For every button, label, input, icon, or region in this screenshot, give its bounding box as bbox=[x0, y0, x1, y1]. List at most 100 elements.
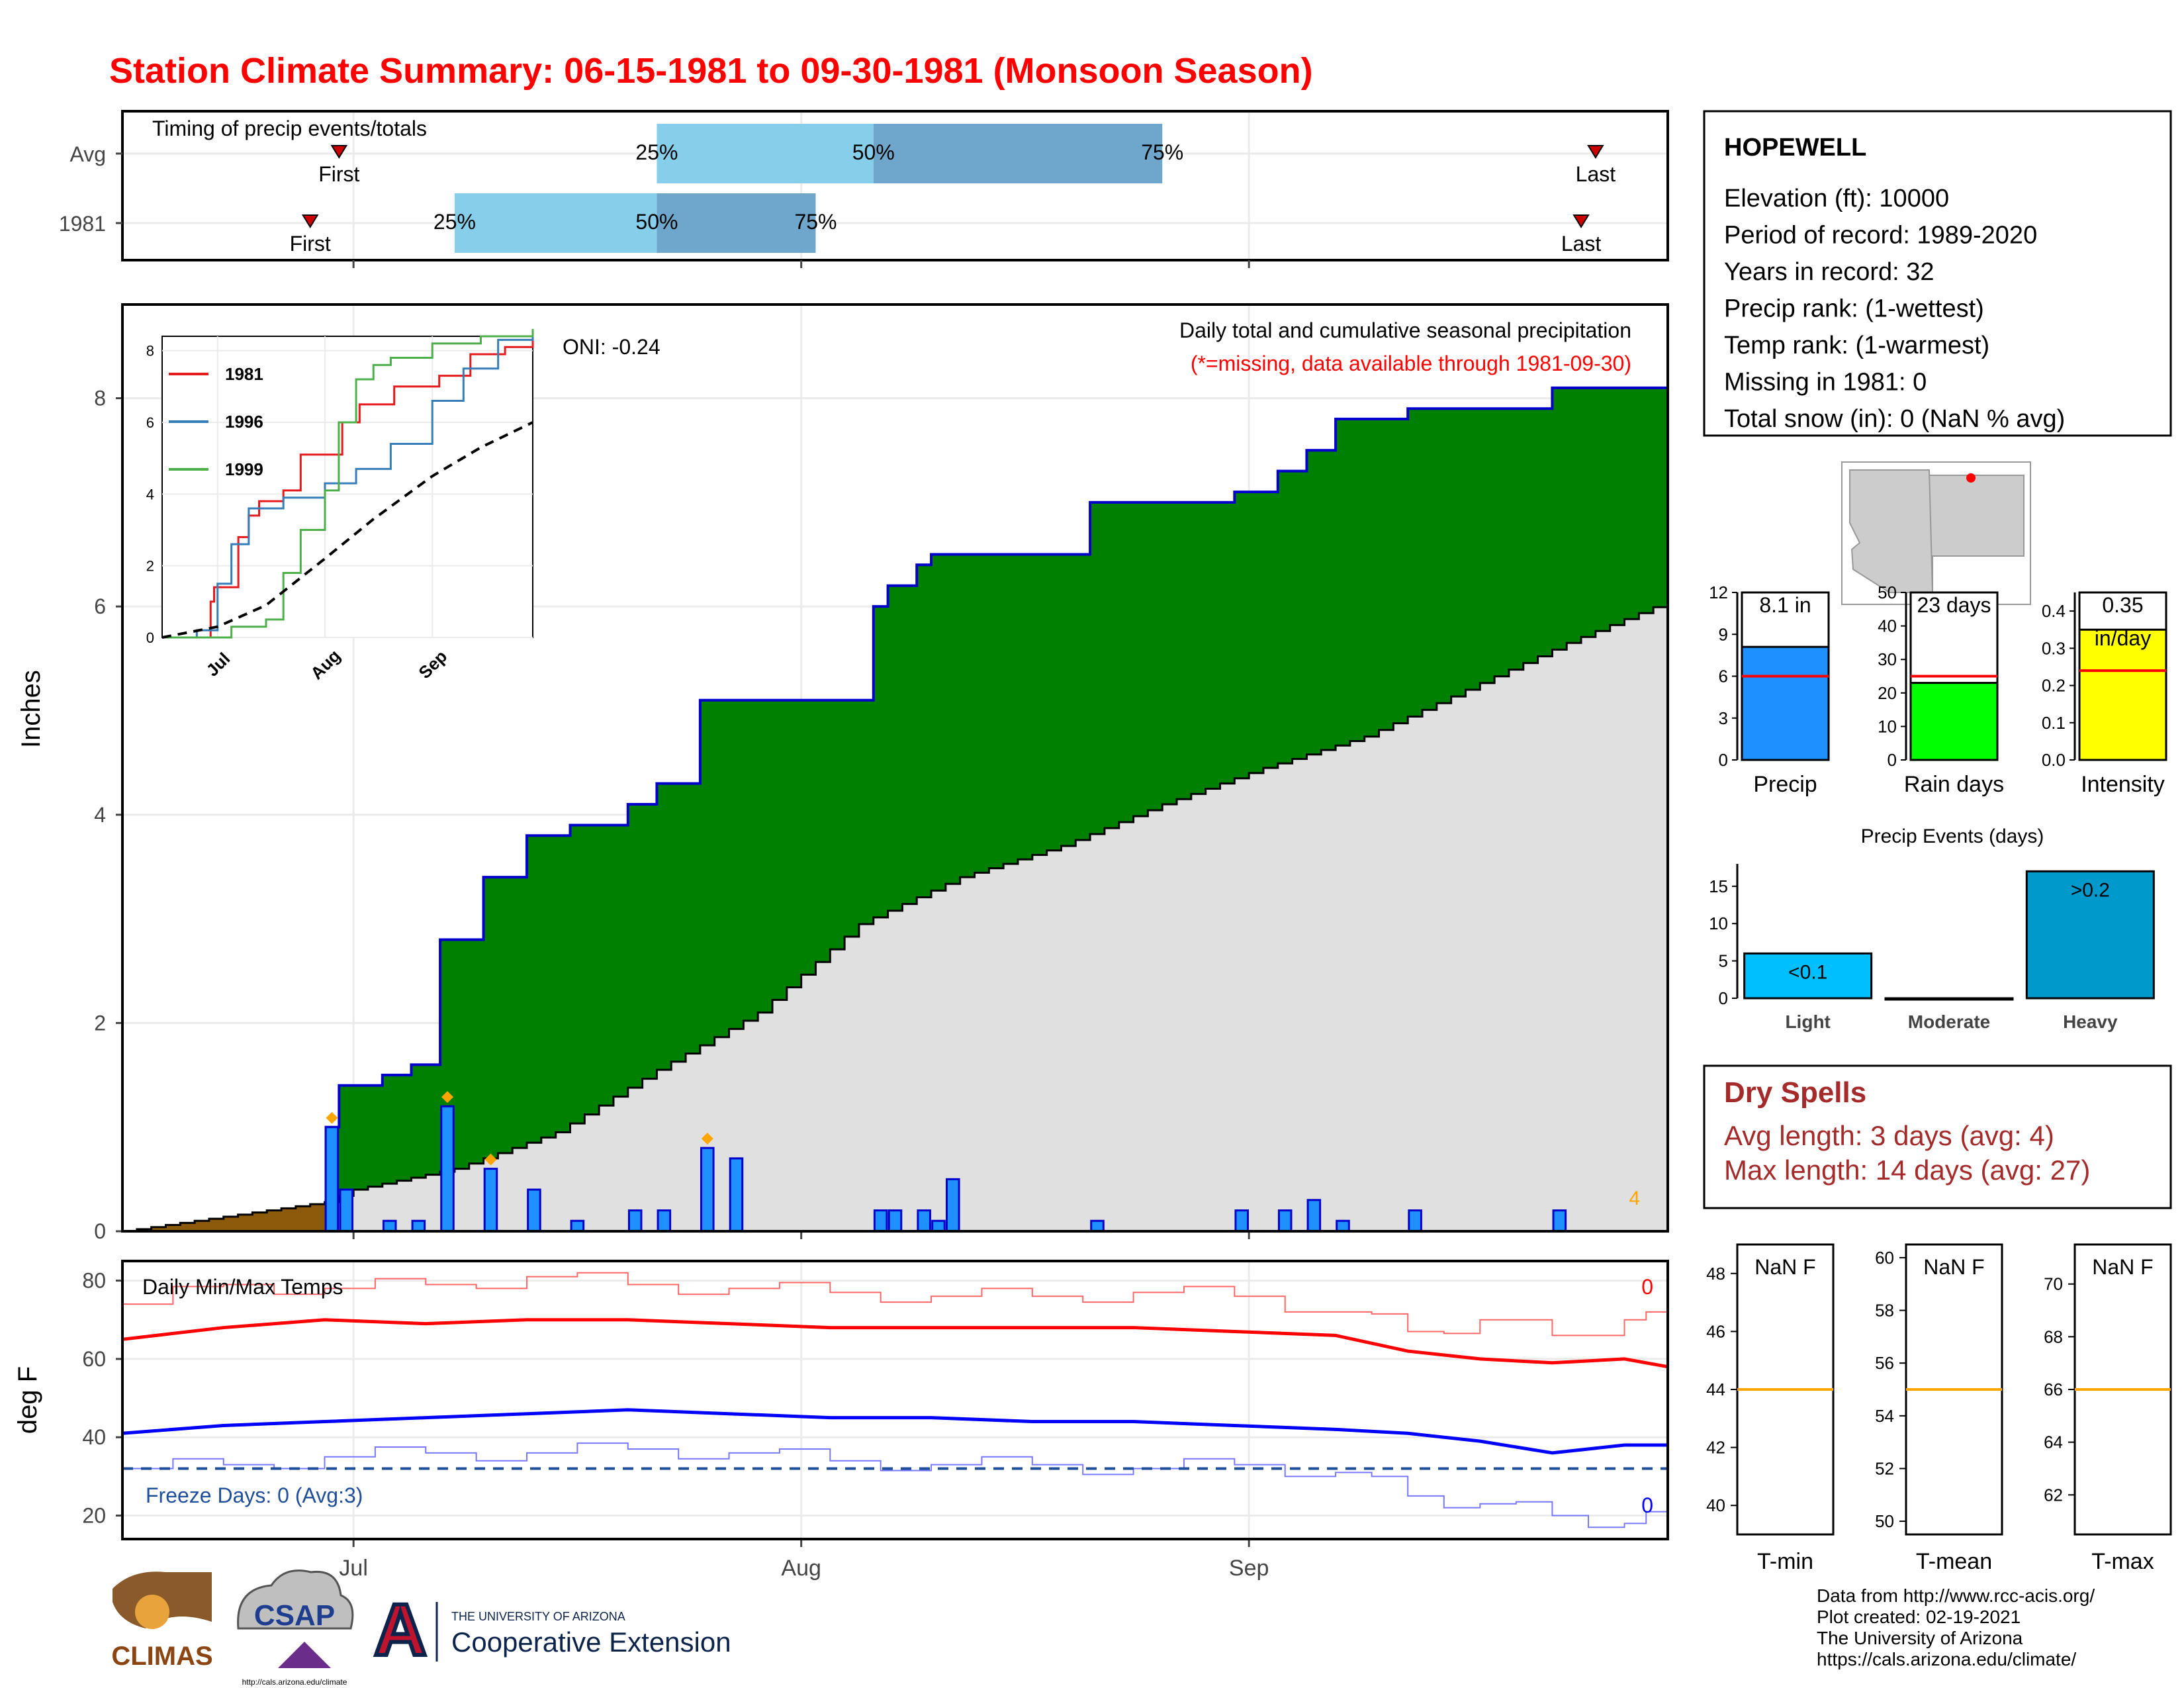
dry-spells-box: Dry Spells Avg length: 3 days (avg: 4) M… bbox=[1703, 1064, 2172, 1209]
mini-bar-tick-label: 9 bbox=[1719, 624, 1728, 644]
coop-ext-line2: Cooperative Extension bbox=[451, 1626, 731, 1658]
station-info-box: HOPEWELL Elevation (ft): 10000 Period of … bbox=[1703, 110, 2172, 437]
heavy-precip-marker bbox=[326, 1111, 338, 1124]
inset-y-tick-label: 0 bbox=[146, 630, 154, 646]
events-bar-heavy bbox=[2025, 870, 2155, 1000]
tmax-count: 0 bbox=[1641, 1275, 1653, 1299]
mini-bar-tick-label: 3 bbox=[1719, 708, 1728, 728]
heavy-precip-marker bbox=[484, 1153, 497, 1166]
events-tick-label: 15 bbox=[1709, 876, 1728, 896]
temps-label: Daily Min/Max Temps bbox=[142, 1275, 343, 1299]
daily-precip-bar bbox=[339, 1188, 354, 1233]
summary-bar-charts: 0 3 6 9 12 8.1 in Precip 0 10 20 30 40 50 23 days Rain… bbox=[1709, 583, 2167, 797]
inset-y-tick-label: 8 bbox=[146, 343, 154, 359]
quartile-label: 50% bbox=[852, 140, 895, 164]
climas-logo-sun bbox=[135, 1595, 169, 1629]
temp-gauge-tick-label: 42 bbox=[1706, 1438, 1725, 1458]
daily-precip-bar bbox=[917, 1209, 931, 1233]
csap-logo-url: http://cals.arizona.edu/climate bbox=[242, 1677, 347, 1687]
temp-gauge-tick-label: 68 bbox=[2044, 1327, 2063, 1346]
heavy-precip-marker bbox=[441, 1091, 454, 1103]
quartile-label: 25% bbox=[433, 210, 476, 234]
station-info-line: Total snow (in): 0 (NaN % avg) bbox=[1724, 405, 2065, 433]
inset-y-tick-label: 2 bbox=[146, 558, 154, 575]
events-tick-label: 10 bbox=[1709, 914, 1728, 933]
quartile-label: 50% bbox=[635, 210, 678, 234]
mini-bar-tick-label: 30 bbox=[1878, 649, 1897, 669]
first-event-marker bbox=[330, 145, 348, 159]
csap-logo-text: CSAP bbox=[254, 1599, 335, 1632]
precip-y-axis-label: Inches bbox=[17, 670, 46, 748]
station-info-line: Period of record: 1989-2020 bbox=[1724, 222, 2037, 250]
cumulative-precip-area bbox=[324, 387, 1668, 1202]
mini-bar-tick-label: 12 bbox=[1709, 583, 1728, 602]
mini-bar-tick-label: 10 bbox=[1878, 716, 1897, 736]
daily-precip-bar bbox=[1234, 1209, 1250, 1233]
daily-precip-bar bbox=[440, 1105, 455, 1233]
precip-y-tick-label: 4 bbox=[94, 803, 106, 827]
mini-bar-name: Rain days bbox=[1904, 772, 2004, 797]
coop-ext-line1: THE UNIVERSITY OF ARIZONA bbox=[451, 1610, 625, 1623]
daily-precip-bar bbox=[887, 1209, 903, 1233]
temp-gauge-value-label: NaN F bbox=[1923, 1255, 1984, 1279]
temp-gauge-tick-label: 50 bbox=[1875, 1511, 1894, 1531]
station-info-line: Elevation (ft): 10000 bbox=[1724, 185, 1949, 212]
dry-spells-avg: Avg length: 3 days (avg: 4) bbox=[1724, 1120, 2054, 1151]
mini-bar-tick-label: 20 bbox=[1878, 683, 1897, 703]
last-event-marker bbox=[1572, 214, 1590, 228]
temp-gauge-tick-label: 46 bbox=[1706, 1321, 1725, 1341]
temp-gauge-tick-label: 56 bbox=[1875, 1353, 1894, 1373]
footer-credit-line: The University of Arizona bbox=[1817, 1628, 2023, 1648]
events-category-label: Heavy bbox=[2063, 1011, 2118, 1032]
events-bar-label: >0.2 bbox=[2071, 879, 2110, 901]
daily-precip-bar bbox=[700, 1147, 715, 1233]
precip-events-chart: Precip Events (days) 0 5 10 15 <0.1 Light Mode… bbox=[1709, 825, 2155, 1032]
temp-gauge-tick-label: 40 bbox=[1706, 1495, 1725, 1515]
daily-precip-bar bbox=[570, 1219, 585, 1233]
quartile-label: 75% bbox=[1141, 140, 1183, 164]
temp-gauge-tick-label: 64 bbox=[2044, 1432, 2063, 1452]
month-tick-label: Jul bbox=[339, 1556, 367, 1581]
quartile-bar-50-75 bbox=[657, 193, 816, 253]
station-info-frame bbox=[1703, 110, 2172, 437]
temp-gauge-tick-label: 66 bbox=[2044, 1380, 2063, 1399]
mini-bar-0 bbox=[1741, 645, 1830, 761]
events-category-label: Light bbox=[1785, 1011, 1830, 1032]
timing-row-label: 1981 bbox=[59, 212, 106, 236]
last-event-marker bbox=[1587, 145, 1604, 159]
daily-precip-bar bbox=[729, 1157, 744, 1233]
station-name: HOPEWELL bbox=[1724, 134, 1866, 162]
daily-precip-bar bbox=[1408, 1209, 1422, 1233]
temp-gauge-tick-label: 48 bbox=[1706, 1264, 1725, 1284]
temp-gauge-tick-label: 52 bbox=[1875, 1458, 1894, 1478]
footer-credit-line: https://cals.arizona.edu/climate/ bbox=[1817, 1649, 2076, 1669]
temp-line-tmax_avg bbox=[122, 1318, 1668, 1369]
daily-precip-bar bbox=[946, 1178, 960, 1233]
tmin-count: 0 bbox=[1641, 1493, 1653, 1517]
inset-line-avg bbox=[161, 421, 533, 639]
daily-precip-bar bbox=[1090, 1219, 1105, 1233]
dry-spells-title: Dry Spells bbox=[1724, 1076, 1866, 1109]
dry-spells-frame bbox=[1703, 1064, 2172, 1209]
timing-label: Timing of precip events/totals bbox=[152, 117, 427, 140]
inset-legend-label: 1999 bbox=[225, 459, 263, 479]
timing-row-label: Avg bbox=[69, 142, 106, 166]
precip-y-tick-label: 6 bbox=[94, 594, 106, 618]
mini-bar-tick-label: 0.3 bbox=[2042, 638, 2066, 658]
mini-bar-tick-label: 50 bbox=[1878, 583, 1897, 602]
temp-gauge-value-label: NaN F bbox=[2092, 1255, 2153, 1279]
temps-y-tick-label: 40 bbox=[82, 1425, 106, 1449]
temps-y-tick-label: 60 bbox=[82, 1347, 106, 1371]
mini-bar-tick-label: 0.2 bbox=[2042, 676, 2066, 696]
daily-precip-bar bbox=[483, 1168, 498, 1233]
station-info-line: Precip rank: (1-wettest) bbox=[1724, 295, 1984, 323]
events-tick-label: 5 bbox=[1719, 951, 1728, 971]
temperature-gauges: 40 42 44 46 48 NaN F T-min 50 52 54 56 58 60 NaN F T-m… bbox=[1706, 1243, 2172, 1574]
precip-subtitle-missing: (*=missing, data available through 1981-… bbox=[1191, 352, 1631, 375]
daily-precip-bar bbox=[627, 1209, 643, 1233]
temp-gauge-tick-label: 60 bbox=[1875, 1248, 1894, 1268]
temp-line-tmax_obs bbox=[122, 1272, 1668, 1336]
precip-events-title: Precip Events (days) bbox=[1861, 825, 2044, 847]
last-event-label: Last bbox=[1576, 162, 1616, 186]
temps-y-tick-label: 80 bbox=[82, 1269, 106, 1293]
